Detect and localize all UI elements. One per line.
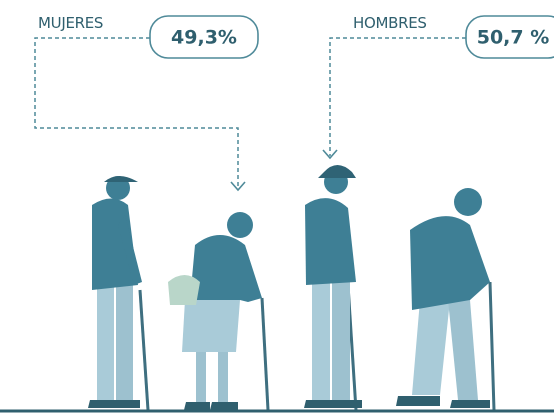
group-label: HOMBRES bbox=[353, 14, 427, 32]
figure-man bbox=[304, 165, 362, 410]
connector bbox=[35, 38, 238, 188]
connector bbox=[330, 38, 466, 156]
group-label: MUJERES bbox=[38, 14, 103, 32]
share-value: 49,3% bbox=[171, 27, 237, 49]
figure-woman bbox=[168, 212, 268, 410]
figure-man bbox=[88, 176, 148, 410]
share-value: 50,7 % bbox=[477, 27, 550, 49]
figure-man bbox=[396, 188, 494, 410]
infographic: MUJERES 49,3% HOMBRES 50,7 % bbox=[0, 0, 554, 419]
